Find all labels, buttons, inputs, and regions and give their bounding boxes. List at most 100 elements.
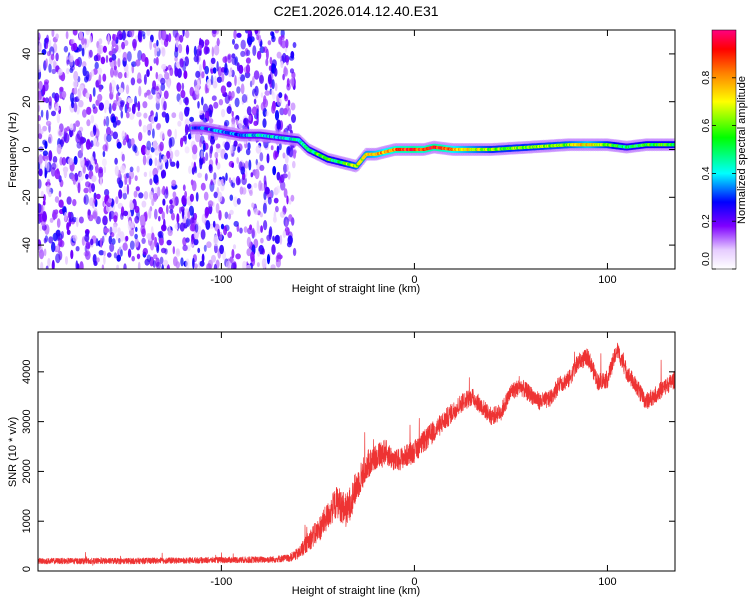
spectrogram-noise-cell — [64, 211, 67, 222]
spectrogram-noise-cell — [124, 176, 128, 185]
spectrogram-noise-cell — [63, 167, 68, 178]
spectrogram-noise-cell — [134, 205, 140, 214]
spectrogram-noise-cell — [180, 89, 186, 99]
spectrogram-noise-cell — [213, 101, 219, 109]
spectrogram-noise-cell — [172, 246, 175, 255]
spectrogram-noise-cell — [109, 210, 115, 220]
spectrogram-noise-cell — [124, 40, 129, 46]
spectrogram-noise-cell — [205, 220, 211, 230]
spectrogram-noise-cell — [40, 109, 44, 118]
spectrogram-noise-cell — [144, 56, 149, 68]
spectrogram-noise-cell — [150, 146, 155, 153]
spectrogram-noise-cell — [254, 85, 259, 97]
spectrogram-noise-cell — [153, 174, 159, 184]
spectrogram-noise-cell — [102, 144, 108, 152]
spectrogram-noise-cell — [273, 197, 279, 204]
spectrogram-noise-cell — [40, 190, 44, 198]
spectrogram-noise-cell — [270, 264, 276, 269]
colorbar-ticks: 0.0 0.2 0.4 0.6 0.8 — [701, 70, 736, 270]
spectrogram-noise-cell — [74, 58, 80, 66]
spectrogram-noise-cell — [120, 212, 124, 220]
spectrogram-noise-cell — [128, 175, 132, 185]
spectrogram-noise-cell — [184, 106, 190, 117]
spectrogram-noise-cell — [115, 196, 119, 205]
spectrogram-noise-cell — [43, 79, 50, 85]
spectrogram-noise-cell — [161, 30, 167, 41]
spectrogram-noise-cell — [94, 158, 97, 165]
spectrogram-noise-cell — [185, 237, 190, 243]
spectrogram-noise-cell — [143, 171, 148, 178]
spectrogram-noise-cell — [75, 120, 80, 127]
spectrogram-noise-cell — [155, 56, 159, 66]
spectrogram-noise-cell — [93, 196, 96, 204]
spectrogram-noise-cell — [44, 158, 48, 169]
snr-series-line — [38, 342, 675, 566]
spectrogram-noise-cell — [259, 212, 263, 218]
spectrogram-noise-cell — [234, 75, 237, 87]
colorbar-tick-label: 0.8 — [701, 70, 712, 84]
spectrogram-noise-cell — [122, 51, 128, 62]
spectrogram-noise-cell — [189, 224, 196, 232]
spectrogram-noise-cell — [167, 129, 172, 137]
spectrogram-noise-cell — [46, 51, 51, 57]
spectrogram-noise-cell — [200, 150, 204, 159]
spectrogram-noise-cell — [242, 260, 247, 269]
spectrogram-noise-cell — [292, 150, 297, 159]
spectrogram-noise-cell — [191, 180, 197, 192]
spectrogram-noise-cell — [283, 107, 288, 116]
spectrogram-noise-cell — [172, 30, 179, 38]
spectrogram-noise-cell — [137, 31, 142, 42]
spectrogram-noise-cell — [113, 215, 118, 223]
spectrogram-noise-cell — [204, 39, 210, 46]
spectrogram-noise-cell — [217, 179, 222, 187]
spectrogram-noise-cell — [149, 39, 153, 51]
spectrogram-noise-cell — [267, 74, 272, 85]
spectrogram-noise-cell — [184, 190, 188, 199]
spectrogram-noise-cell — [220, 223, 225, 230]
spectrogram-noise-cell — [274, 82, 278, 92]
spectrogram-noise-cell — [213, 234, 219, 244]
spectrogram-noise-cell — [66, 222, 70, 231]
spectrogram-noise-cell — [65, 30, 69, 40]
spectrogram-noise-cell — [149, 178, 153, 186]
spectrogram-noise-cell — [136, 165, 140, 173]
spectrogram-noise-cell — [42, 97, 46, 103]
spectrogram-noise-cell — [101, 264, 105, 269]
spectrogram-noise-cell — [140, 53, 146, 62]
spectrogram-noise-cell — [115, 93, 119, 102]
spectrogram-noise-cell — [161, 111, 167, 118]
spectrogram-noise-cell — [249, 80, 253, 88]
spectrogram-noise-cell — [273, 150, 278, 161]
spectrogram-noise-cell — [39, 224, 42, 232]
spectrogram-noise-cell — [142, 247, 148, 256]
spectrogram-noise-cell — [282, 230, 286, 238]
spectrogram-noise-cell — [176, 160, 180, 169]
spectrogram-noise-cell — [66, 126, 70, 132]
spectrogram-noise-cell — [67, 211, 71, 219]
spectrogram-noise-cell — [274, 110, 280, 121]
spectrogram-noise-cell — [287, 123, 292, 132]
spectrogram-noise-cell — [114, 165, 119, 176]
spectrogram-y-tick-label: 40 — [21, 48, 33, 60]
spectrogram-noise-cell — [209, 109, 213, 118]
spectrogram-noise-cell — [259, 152, 264, 162]
spectrogram-noise-cell — [67, 157, 74, 166]
spectrogram-noise-cell — [217, 191, 223, 203]
colorbar-tick-label: 0.0 — [701, 252, 712, 266]
spectrogram-noise-cell — [72, 234, 78, 242]
spectrogram-noise-cell — [85, 250, 91, 261]
spectrogram-noise-cell — [287, 235, 293, 245]
spectrogram-noise-cell — [249, 224, 253, 231]
spectrogram-noise-cell — [265, 110, 269, 117]
spectrogram-noise-cell — [174, 46, 178, 53]
spectrogram-noise-cell — [224, 94, 230, 105]
spectrogram-noise-cell — [122, 192, 128, 200]
spectrogram-noise-cell — [56, 218, 61, 228]
spectrogram-noise-cell — [247, 30, 251, 35]
snr-y-axis-label: SNR (10 * v/v) — [7, 417, 19, 487]
spectrogram-noise-cell — [247, 183, 252, 189]
spectrogram-noise-cell — [160, 83, 166, 92]
spectrogram-noise-cell — [224, 141, 230, 151]
spectrogram-noise-cell — [95, 141, 100, 147]
spectrogram-noise-cell — [161, 211, 165, 221]
